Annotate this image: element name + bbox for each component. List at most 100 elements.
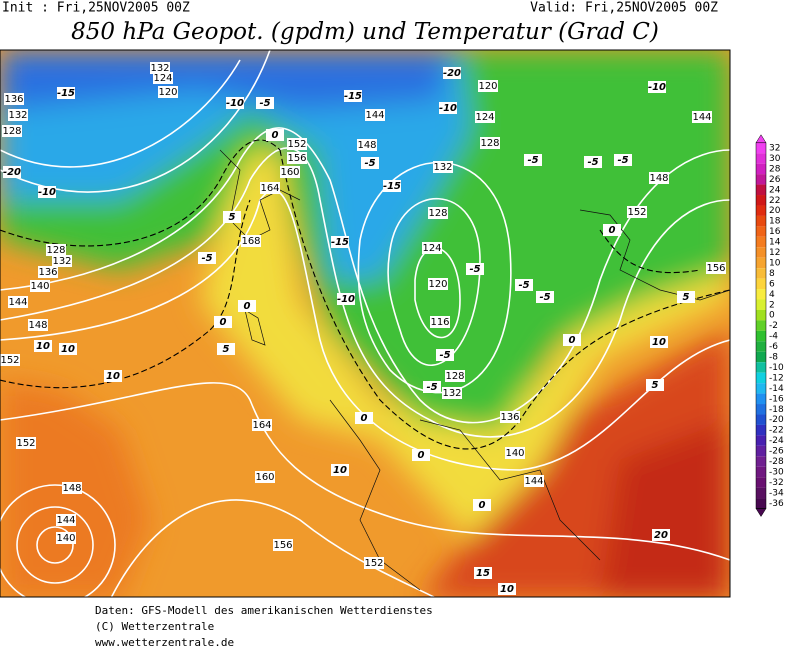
geopotential-label: 164: [252, 420, 271, 431]
label-box: [649, 172, 669, 184]
label-box: [433, 161, 453, 173]
colorbar-swatch: [756, 174, 766, 185]
label-box: [478, 80, 498, 92]
temperature-label: 0: [609, 225, 616, 236]
colorbar-swatch: [756, 404, 766, 415]
geopotential-label: 144: [56, 515, 75, 526]
colorbar-swatch: [756, 445, 766, 457]
map: 1321241201361321281441481521561601641681…: [0, 50, 730, 597]
geopotential-label: 152: [16, 438, 35, 449]
geopotential-label: 124: [475, 112, 494, 123]
colorbar-swatch: [756, 163, 766, 175]
map-frame: [0, 49, 731, 598]
temperature-label: -5: [259, 98, 270, 109]
label-box: [466, 263, 484, 275]
geopotential-label: 160: [255, 472, 274, 483]
label-box: [238, 300, 256, 312]
label-box: [62, 482, 82, 494]
colorbar-swatch: [756, 299, 766, 310]
colorbar-label: 24: [769, 185, 781, 195]
temperature-label: 10: [500, 584, 514, 595]
temperature-label: -15: [383, 181, 401, 192]
label-box: [430, 316, 450, 328]
label-box: [505, 447, 525, 459]
label-box: [56, 532, 76, 544]
label-box: [30, 280, 50, 292]
label-box: [52, 255, 72, 267]
geopotential-label: 136: [38, 267, 57, 278]
geopotential-label: 132: [52, 256, 71, 267]
geopotential-label: 144: [8, 297, 27, 308]
colorbar-label: 32: [769, 144, 780, 154]
colorbar-swatch: [756, 466, 766, 478]
geopotential-label: 120: [478, 81, 497, 92]
colorbar-label: -2: [769, 321, 778, 331]
geopotential-label: 124: [422, 243, 441, 254]
colorbar-label: 14: [769, 238, 781, 248]
label-box: [241, 235, 261, 247]
label-box: [28, 319, 48, 331]
colorbar-label: -20: [769, 415, 784, 425]
label-box: [198, 252, 216, 264]
colorbar-swatch: [756, 184, 766, 196]
label-box: [365, 109, 385, 121]
colorbar-label: -18: [769, 405, 784, 415]
geopotential-label: 140: [505, 448, 524, 459]
temperature-label: -15: [331, 237, 349, 248]
geopotential-label: 152: [364, 558, 383, 569]
label-box: [38, 266, 58, 278]
label-box: [442, 387, 462, 399]
label-box: [226, 97, 244, 109]
geopotential-label: 144: [524, 476, 543, 487]
colorbar-swatch: [756, 424, 766, 436]
geopotential-label: 128: [46, 245, 65, 256]
label-box: [59, 343, 77, 355]
label-box: [16, 437, 36, 449]
colorbar-label: 6: [769, 279, 775, 289]
temperature-label: 10: [61, 344, 75, 355]
temperature-label: -5: [617, 155, 628, 166]
temperature-label: -5: [587, 157, 598, 168]
geopotential-label: 140: [56, 533, 75, 544]
geopotential-label: 148: [649, 173, 668, 184]
label-box: [364, 557, 384, 569]
colorbar-swatch: [756, 320, 766, 331]
label-box: [56, 514, 76, 526]
temperature-label: -5: [518, 280, 529, 291]
colorbar-label: -10: [769, 363, 784, 373]
label-box: [428, 278, 448, 290]
colorbar-swatch: [756, 435, 766, 446]
label-box: [524, 154, 542, 166]
colorbar-swatch: [756, 309, 766, 321]
colorbar-label: 20: [769, 206, 781, 216]
geopotential-label: 160: [280, 167, 299, 178]
colorbar-label: -22: [769, 426, 784, 436]
label-box: [650, 336, 668, 348]
colorbar-swatch: [756, 414, 766, 425]
label-box: [273, 539, 293, 551]
colorbar-swatch: [756, 268, 766, 279]
label-box: [331, 464, 349, 476]
label-box: [706, 262, 726, 274]
temperature-label: -10: [648, 82, 666, 93]
geopotential-label: 128: [480, 138, 499, 149]
label-box: [474, 567, 492, 579]
label-box: [383, 180, 401, 192]
temperature-label: -5: [439, 350, 450, 361]
label-box: [287, 138, 307, 150]
colorbar-swatch: [756, 195, 766, 206]
label-box: [256, 97, 274, 109]
colorbar-label: -26: [769, 447, 784, 457]
label-box: [443, 67, 461, 79]
label-box: [153, 72, 173, 84]
geopotential-label: 148: [28, 320, 47, 331]
label-box: [422, 242, 442, 254]
label-box: [439, 102, 457, 114]
colorbar-swatch: [756, 362, 766, 373]
label-box: [412, 449, 430, 461]
colorbar-swatch: [756, 383, 766, 394]
label-box: [428, 207, 448, 219]
colorbar-label: -4: [769, 332, 778, 342]
label-box: [260, 182, 280, 194]
label-box: [436, 349, 454, 361]
